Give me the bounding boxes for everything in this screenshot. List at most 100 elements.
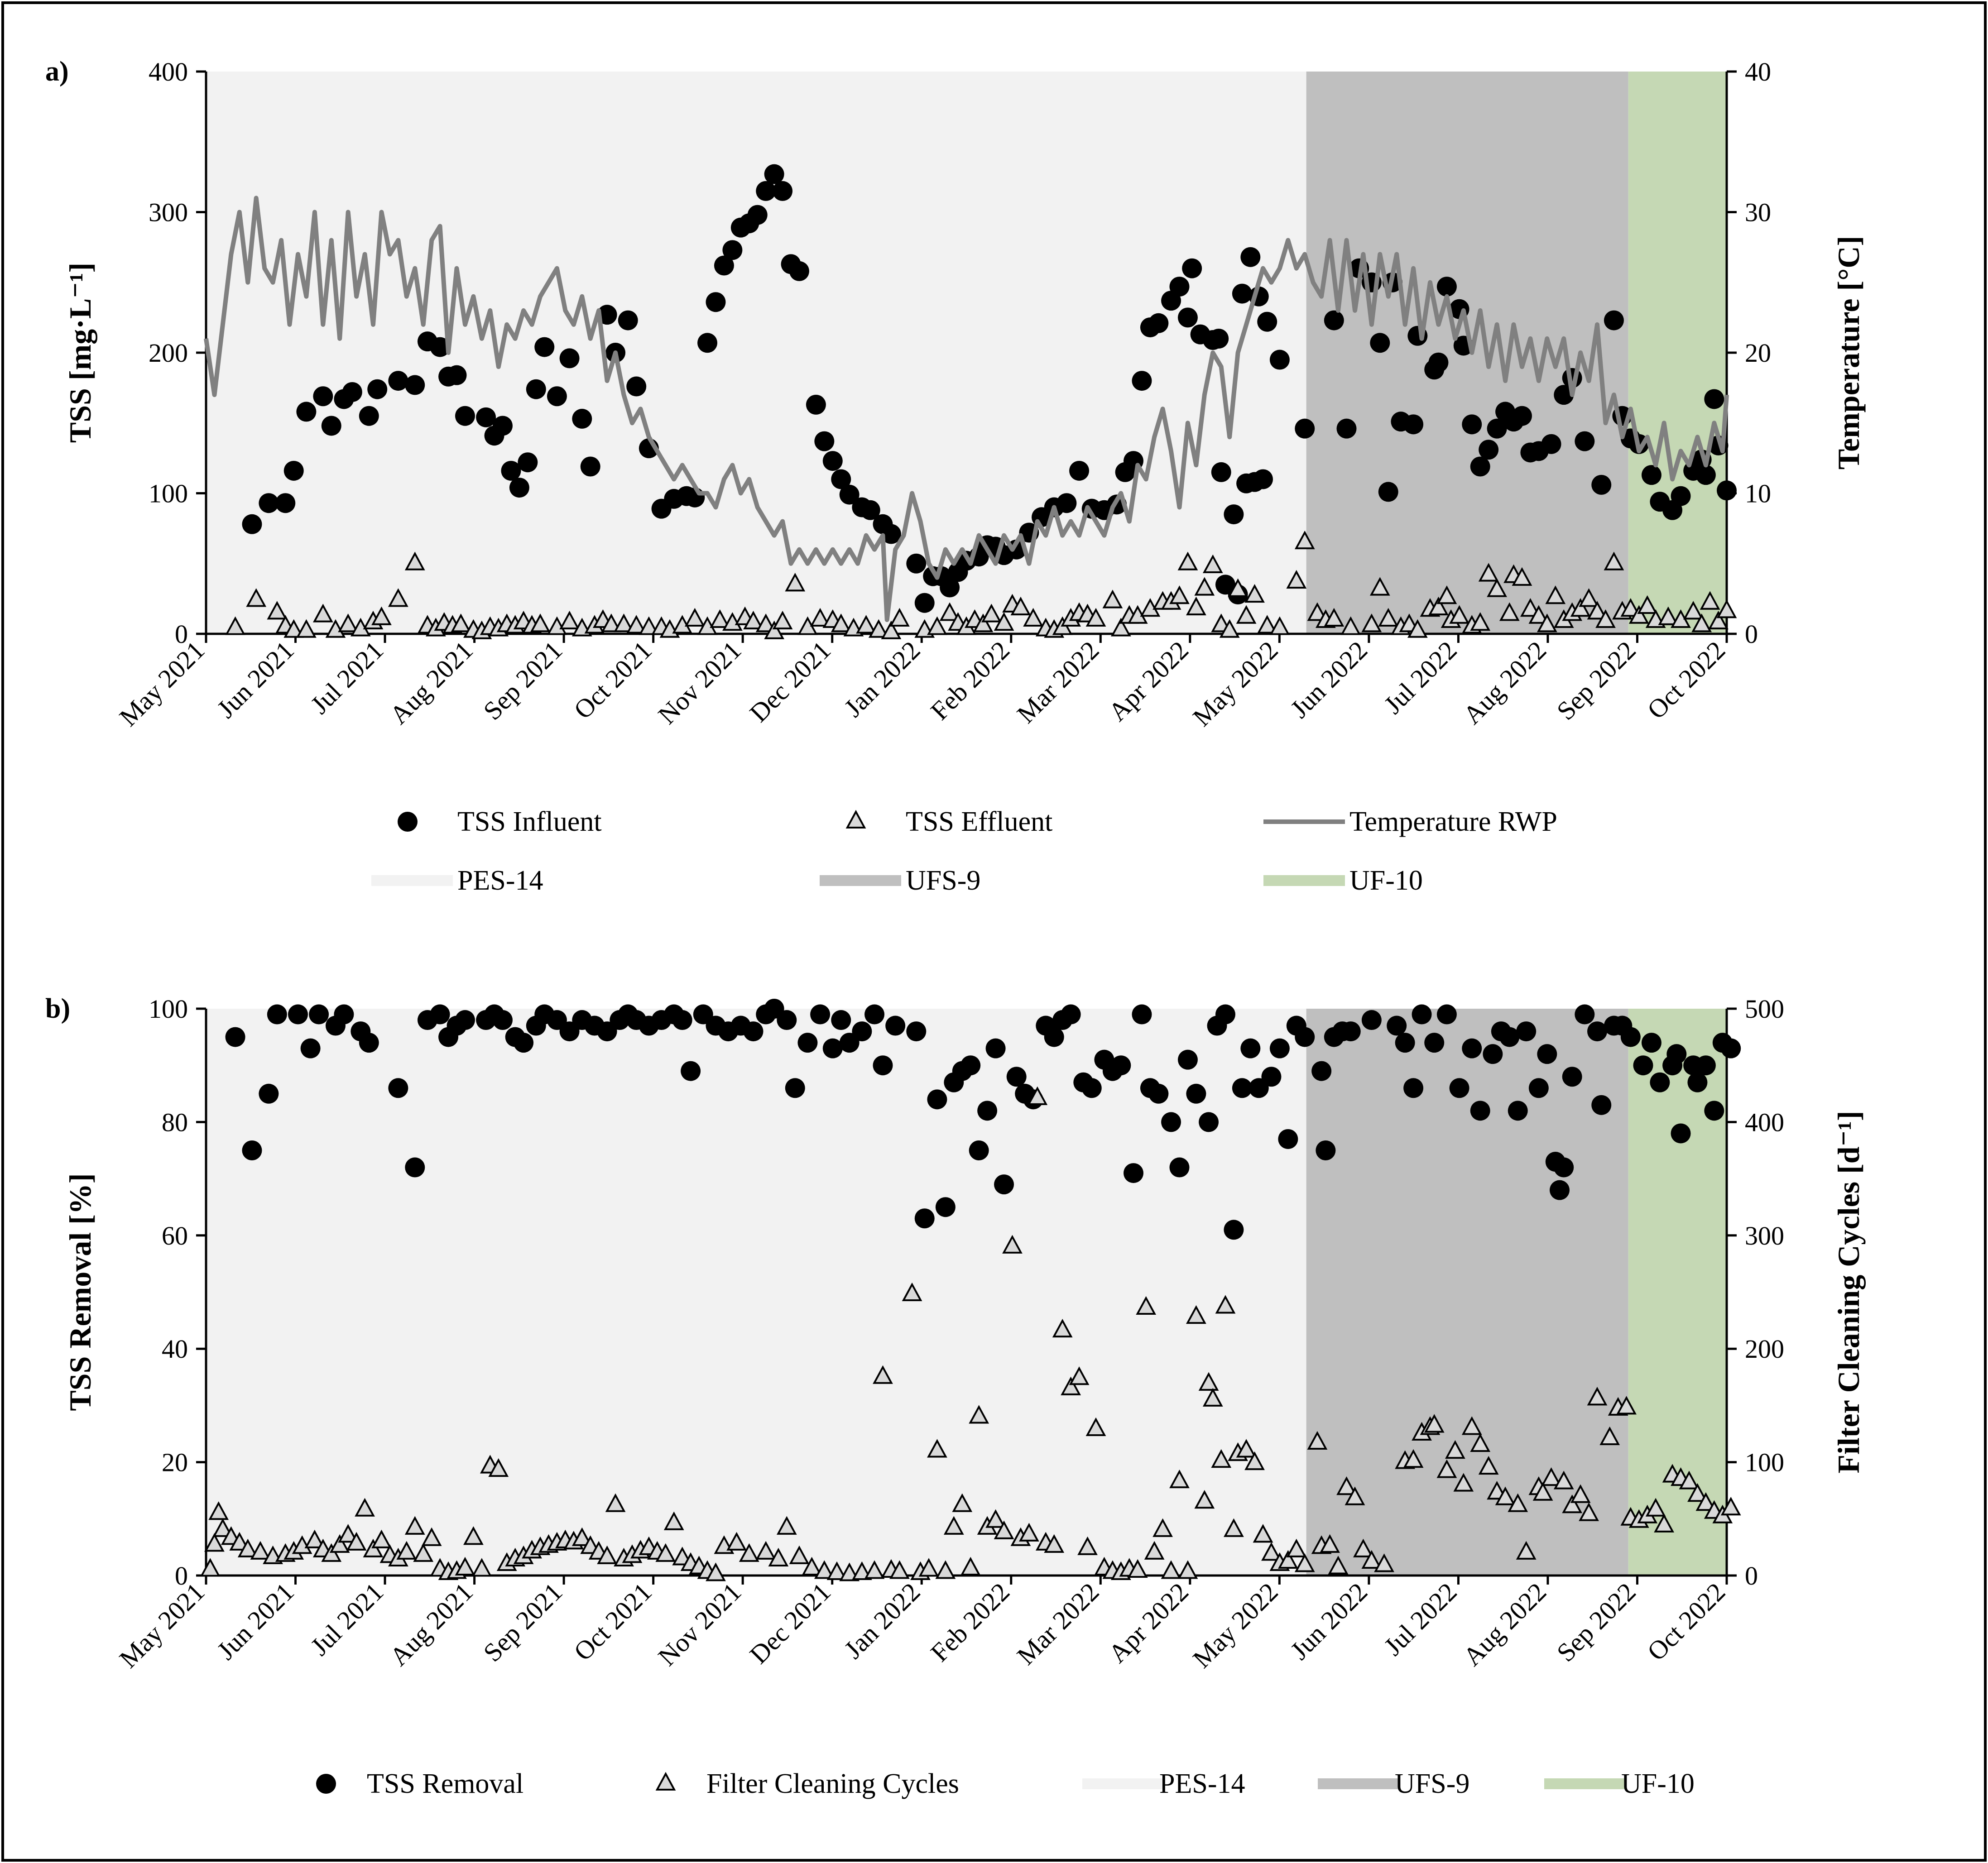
point-filter-cleaning-cycles [1194, 1490, 1215, 1509]
point-filter-cleaning-cycles [1403, 1449, 1424, 1468]
point-filter-cleaning-cycles [1424, 1414, 1445, 1433]
legend-swatch-ufs-9 [820, 875, 901, 886]
point-tss-effluent [1570, 598, 1591, 617]
point-filter-cleaning-cycles [455, 1556, 475, 1576]
point-tss-effluent [614, 613, 634, 632]
point-filter-cleaning-cycles [1508, 1493, 1528, 1512]
point-filter-cleaning-cycles [1516, 1541, 1537, 1560]
point-filter-cleaning-cycles [1470, 1433, 1491, 1452]
point-filter-cleaning-cycles [355, 1498, 375, 1517]
point-filter-cleaning-cycles [1261, 1542, 1282, 1561]
point-tss-removal [1687, 1072, 1708, 1092]
point-tss-removal [225, 1027, 245, 1047]
point-tss-influent [1215, 575, 1235, 595]
legend-label-tss-influent: TSS Influent [457, 806, 602, 837]
point-tss-removal [1620, 1027, 1641, 1047]
point-tss-removal [1240, 1038, 1261, 1058]
point-tss-removal [267, 1004, 287, 1025]
y-tick-left-label: 100 [149, 479, 188, 508]
point-filter-cleaning-cycles [1345, 1486, 1365, 1505]
legend-swatch-uf-10 [1544, 1778, 1626, 1789]
legend-swatch-ufs-9 [1318, 1778, 1399, 1789]
point-tss-influent [1591, 474, 1612, 495]
point-filter-cleaning-cycles [706, 1562, 726, 1581]
point-tss-removal [1449, 1078, 1469, 1098]
point-tss-effluent [1683, 601, 1704, 620]
point-tss-influent [580, 456, 600, 477]
y-tick-left-label: 400 [149, 57, 188, 86]
point-tss-removal [1232, 1078, 1252, 1098]
point-filter-cleaning-cycles [1169, 1469, 1190, 1489]
point-filter-cleaning-cycles [1152, 1518, 1173, 1537]
point-filter-cleaning-cycles [1599, 1426, 1620, 1446]
point-filter-cleaning-cycles [200, 1558, 221, 1577]
point-filter-cleaning-cycles [1286, 1538, 1307, 1557]
point-tss-influent [626, 376, 647, 397]
point-tss-removal [1081, 1078, 1102, 1098]
point-tss-removal [672, 1010, 692, 1030]
point-tss-removal [810, 1004, 831, 1025]
point-filter-cleaning-cycles [969, 1405, 989, 1424]
y-tick-right-label: 100 [1745, 1448, 1784, 1477]
point-filter-cleaning-cycles [1654, 1513, 1674, 1533]
period-band-pes-14 [206, 1009, 1306, 1576]
point-tss-removal [935, 1197, 956, 1217]
point-filter-cleaning-cycles [1695, 1492, 1716, 1511]
point-tss-influent [359, 406, 379, 426]
point-tss-influent [509, 478, 529, 498]
point-tss-influent [1604, 310, 1624, 330]
point-tss-effluent [451, 613, 471, 632]
point-tss-influent [1641, 465, 1661, 485]
point-tss-effluent [1023, 608, 1043, 627]
point-tss-removal [1215, 1004, 1235, 1025]
point-filter-cleaning-cycles [237, 1538, 258, 1557]
point-tss-effluent [981, 603, 1002, 623]
point-tss-influent [547, 386, 567, 407]
point-tss-removal [743, 1021, 764, 1042]
point-tss-influent [860, 500, 880, 520]
point-tss-removal [885, 1015, 906, 1036]
point-tss-effluent [283, 619, 304, 638]
point-filter-cleaning-cycles [1236, 1439, 1257, 1458]
point-filter-cleaning-cycles [404, 1516, 425, 1535]
point-tss-removal [1044, 1027, 1064, 1047]
point-tss-removal [1462, 1038, 1482, 1058]
point-filter-cleaning-cycles [1579, 1502, 1599, 1521]
point-tss-effluent [743, 610, 764, 630]
point-tss-effluent [404, 551, 425, 570]
point-filter-cleaning-cycles [985, 1509, 1006, 1528]
point-tss-influent [1177, 307, 1198, 328]
point-tss-effluent [1708, 610, 1729, 630]
point-tss-removal [1537, 1044, 1557, 1064]
point-tss-influent [447, 365, 467, 385]
point-filter-cleaning-cycles [363, 1538, 384, 1557]
point-tss-removal [1132, 1004, 1152, 1025]
point-tss-removal [1562, 1067, 1582, 1087]
point-tss-effluent [1177, 551, 1198, 570]
point-filter-cleaning-cycles [204, 1533, 225, 1552]
point-tss-influent [1257, 311, 1277, 332]
point-filter-cleaning-cycles [1052, 1318, 1073, 1338]
y-axis-left-title: TSS Removal [%] [63, 1173, 97, 1411]
point-tss-removal [1403, 1078, 1424, 1098]
point-filter-cleaning-cycles [918, 1558, 939, 1577]
point-tss-influent [1232, 283, 1252, 304]
point-tss-removal [1161, 1112, 1181, 1132]
y-tick-right-label: 300 [1745, 1221, 1784, 1250]
point-tss-removal [1295, 1027, 1315, 1047]
point-tss-removal [1554, 1157, 1574, 1178]
point-filter-cleaning-cycles [873, 1365, 893, 1384]
point-filter-cleaning-cycles [1277, 1550, 1298, 1569]
point-tss-removal [1395, 1033, 1415, 1053]
point-tss-effluent [1102, 589, 1123, 608]
legend-swatch-tss-effluent [845, 809, 866, 829]
point-filter-cleaning-cycles [1307, 1431, 1328, 1450]
point-tss-influent [814, 431, 835, 451]
point-filter-cleaning-cycles [488, 1458, 509, 1477]
point-tss-influent [1269, 350, 1290, 370]
point-filter-cleaning-cycles [852, 1561, 872, 1580]
point-tss-effluent [1236, 605, 1257, 624]
point-tss-removal [1169, 1157, 1190, 1178]
point-tss-effluent [881, 620, 902, 639]
point-tss-influent [492, 416, 513, 436]
